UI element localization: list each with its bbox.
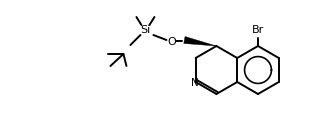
Polygon shape xyxy=(184,37,216,46)
Text: Br: Br xyxy=(252,25,264,35)
Text: N: N xyxy=(191,78,198,88)
Text: O: O xyxy=(167,37,176,47)
Text: Si: Si xyxy=(140,25,150,35)
